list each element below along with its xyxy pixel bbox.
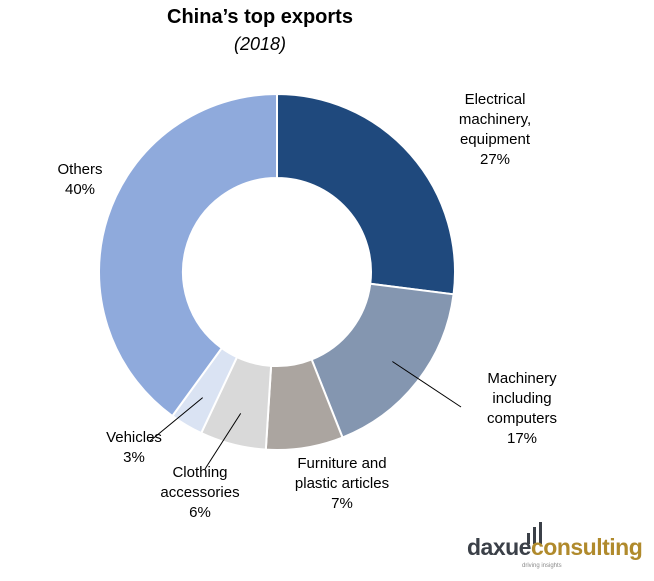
- leader-line: [149, 397, 203, 442]
- slice-label-furniture: Furniture and plastic articles 7%: [272, 454, 412, 514]
- slice-label-line: accessories: [160, 484, 240, 501]
- bar-chart-logo-icon: [527, 522, 542, 544]
- slice-label-vehicles: Vehicles 3%: [84, 428, 184, 468]
- slice-label-others: Others 40%: [30, 160, 130, 200]
- slice-value-label: 40%: [64, 181, 96, 198]
- daxue-consulting-logo: daxueconsulting driving insights: [467, 522, 647, 572]
- slice-label-line: machinery,: [458, 111, 532, 128]
- leader-line: [392, 361, 462, 408]
- logo-wordmark: daxueconsulting: [467, 534, 643, 561]
- slice-label-line: plastic articles: [294, 475, 390, 492]
- slice-label-line: Electrical: [464, 91, 526, 108]
- slice-label-line: Machinery: [487, 370, 557, 387]
- slice-label-line: equipment: [459, 131, 531, 148]
- slice-label-machinery: Machinery including computers 17%: [462, 369, 582, 449]
- leader-line: [204, 413, 242, 470]
- donut-slice: [276, 92, 456, 296]
- slice-label-line: Furniture and: [297, 455, 387, 472]
- slice-value-label: 17%: [506, 430, 538, 447]
- slice-label-line: Vehicles: [106, 429, 162, 446]
- slice-value-label: 6%: [189, 504, 211, 521]
- slice-value-label: 7%: [331, 495, 353, 512]
- slice-value-label: 3%: [123, 449, 145, 466]
- chart-title: China’s top exports: [167, 6, 353, 28]
- slice-label-line: computers: [486, 410, 558, 427]
- chart-subtitle: (2018): [233, 34, 287, 54]
- logo-text-accent: consulting: [530, 534, 643, 560]
- donut-slice: [310, 282, 455, 439]
- slice-label-line: including: [492, 390, 552, 407]
- slice-label-line: Others: [57, 161, 103, 178]
- slice-value-label: 27%: [479, 151, 511, 168]
- slice-label-clothing: Clothing accessories 6%: [140, 463, 260, 523]
- donut-slice: [98, 92, 278, 418]
- logo-tagline: driving insights: [522, 563, 562, 569]
- logo-text-main: daxue: [467, 534, 531, 560]
- slice-label-line: Clothing: [172, 464, 228, 481]
- slice-label-electrical: Electrical machinery, equipment 27%: [430, 90, 560, 170]
